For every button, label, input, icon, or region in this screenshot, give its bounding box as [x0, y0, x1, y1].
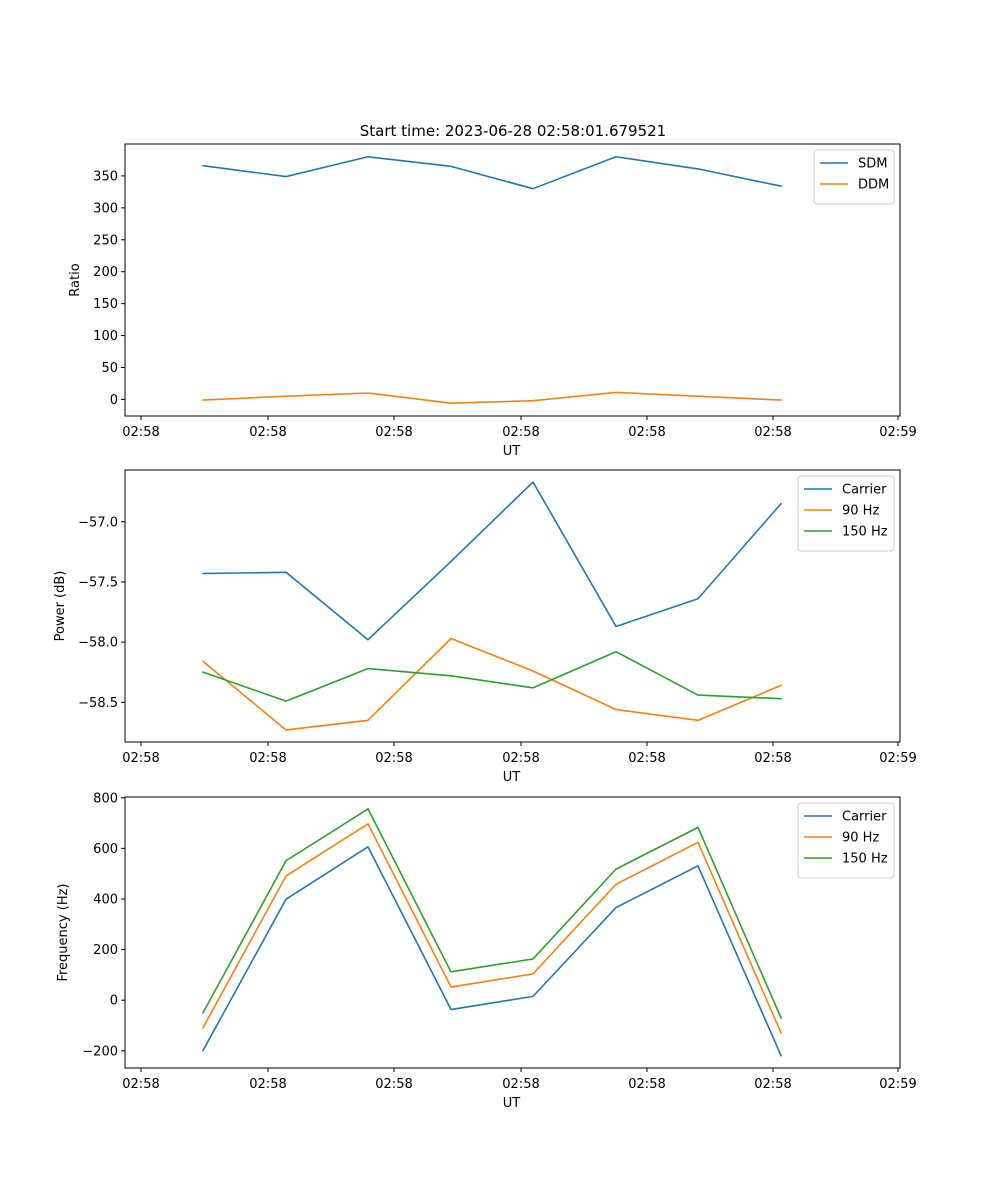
x-axis-label: UT	[503, 1096, 521, 1111]
x-tick-label: 02:58	[375, 425, 412, 440]
legend: SDM DDM	[813, 149, 895, 205]
series-line-2	[202, 391, 782, 405]
series-line-1	[201, 846, 783, 1057]
y-tick-label: 250	[93, 233, 118, 248]
x-tick-label: 02:58	[628, 1077, 665, 1092]
legend-box	[797, 802, 895, 879]
subplot-1: 02:58 02:58 02:58 02:58 02:58 02:58 02:59 0 50 10…	[68, 143, 917, 459]
x-tick-label: 02:58	[628, 425, 665, 440]
x-tick-label: 02:58	[502, 1077, 539, 1092]
x-axis-label: UT	[503, 444, 521, 459]
axes-frame	[124, 469, 901, 743]
y-axis-label: Power (dB)	[53, 571, 68, 642]
x-tick-label: 02:58	[249, 751, 286, 766]
axes-frame	[124, 143, 901, 417]
y-tick-label: 200	[93, 943, 118, 958]
series-line-2	[201, 823, 783, 1034]
y-tick-label: −58.0	[78, 636, 118, 651]
axes-frame	[124, 796, 901, 1069]
series-line-1	[202, 155, 782, 190]
series-line-3	[201, 650, 782, 702]
legend-entry: DDM	[858, 178, 889, 193]
legend-entry: 150 Hz	[842, 852, 888, 867]
y-tick-label: −57.0	[78, 515, 118, 530]
legend-entry: 150 Hz	[842, 525, 888, 540]
y-tick-label: −57.5	[78, 575, 118, 590]
x-tick-label: 02:59	[879, 425, 916, 440]
y-tick-label: 600	[93, 842, 118, 857]
series-line-1	[202, 481, 783, 641]
subplots: 02:58 02:58 02:58 02:58 02:58 02:58 02:59 0 50 10…	[53, 143, 917, 1111]
y-tick-label: 300	[93, 201, 118, 216]
legend-entry: SDM	[858, 157, 887, 172]
y-axis-label: Frequency (Hz)	[56, 883, 71, 981]
legend-entry: 90 Hz	[842, 831, 879, 846]
chart-title: Start time: 2023-06-28 02:58:01.679521	[360, 122, 666, 140]
y-axis-label: Ratio	[68, 263, 83, 296]
legend-entry: Carrier	[842, 810, 887, 825]
series-line-2	[201, 637, 783, 731]
legend-entry: 90 Hz	[842, 504, 879, 519]
x-tick-label: 02:58	[249, 425, 286, 440]
y-tick-label: 50	[101, 361, 118, 376]
legend: Carrier 90 Hz 150 Hz	[797, 802, 895, 879]
x-tick-label: 02:58	[375, 751, 412, 766]
x-tick-label: 02:59	[879, 1077, 916, 1092]
x-tick-label: 02:58	[628, 751, 665, 766]
y-tick-label: 350	[93, 169, 118, 184]
y-tick-label: 400	[93, 892, 118, 907]
x-tick-label: 02:58	[122, 425, 159, 440]
y-tick-label: 100	[93, 329, 118, 344]
x-tick-label: 02:58	[754, 751, 791, 766]
x-tick-label: 02:59	[879, 751, 916, 766]
x-tick-label: 02:58	[502, 751, 539, 766]
y-tick-label: −200	[82, 1044, 118, 1059]
x-tick-label: 02:58	[122, 751, 159, 766]
x-axis-label: UT	[503, 770, 521, 785]
x-tick-label: 02:58	[375, 1077, 412, 1092]
x-tick-label: 02:58	[502, 425, 539, 440]
subplot-2: 02:58 02:58 02:58 02:58 02:58 02:58 02:59 −58.5…	[53, 469, 917, 785]
x-tick-label: 02:58	[249, 1077, 286, 1092]
legend-entry: Carrier	[842, 483, 887, 498]
legend-box	[797, 475, 895, 552]
y-tick-label: 0	[110, 393, 118, 408]
y-tick-label: 0	[110, 994, 118, 1009]
x-tick-label: 02:58	[122, 1077, 159, 1092]
y-tick-label: 800	[93, 791, 118, 806]
x-tick-label: 02:58	[754, 1077, 791, 1092]
series-line-3	[201, 808, 783, 1019]
y-tick-label: 200	[93, 265, 118, 280]
y-tick-label: −58.5	[78, 696, 118, 711]
y-tick-label: 150	[93, 297, 118, 312]
legend: Carrier 90 Hz 150 Hz	[797, 475, 895, 552]
x-tick-label: 02:58	[754, 425, 791, 440]
subplot-3: 02:58 02:58 02:58 02:58 02:58 02:58 02:59 −200 0…	[56, 791, 917, 1111]
